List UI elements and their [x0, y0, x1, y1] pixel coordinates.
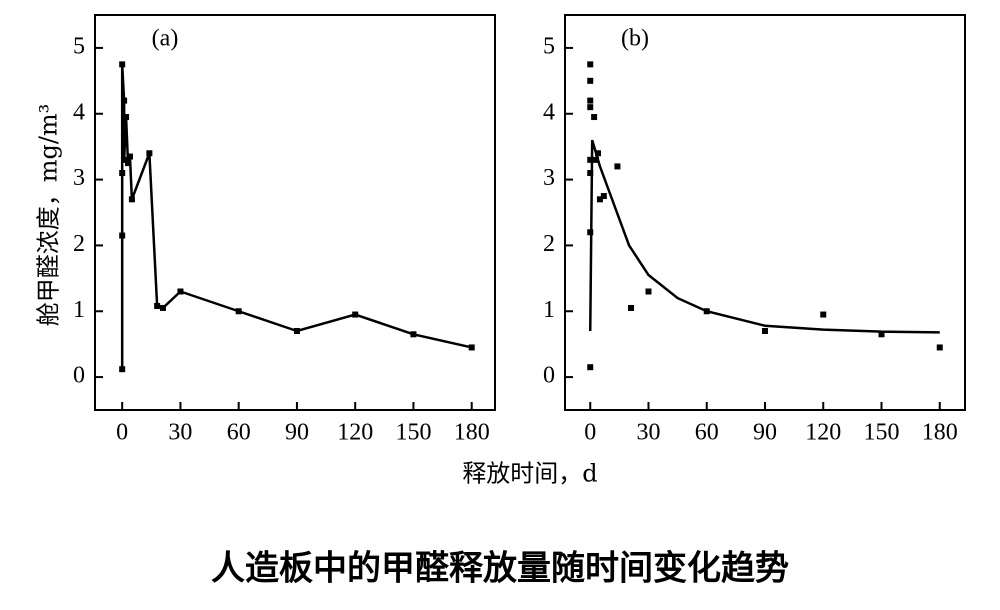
data-point [587, 156, 594, 163]
y-axis-label: 舱甲醛浓度，mg/m³ [35, 104, 63, 327]
y-tick-label: 3 [73, 165, 85, 191]
x-tick-label: 60 [695, 420, 719, 446]
data-point [121, 156, 128, 163]
data-point [126, 153, 133, 160]
y-tick-label: 4 [543, 99, 555, 125]
data-point [878, 331, 885, 338]
data-point [595, 150, 602, 157]
x-tick-label: 180 [454, 420, 490, 446]
data-point [123, 114, 130, 121]
x-tick-label: 0 [116, 420, 128, 446]
data-point [177, 288, 184, 295]
data-point [293, 328, 300, 334]
data-point [128, 196, 135, 203]
x-tick-label: 150 [864, 420, 900, 446]
data-point [587, 61, 594, 68]
data-point [125, 160, 132, 167]
data-point [119, 366, 126, 373]
data-line [120, 64, 472, 370]
y-tick-label: 3 [543, 165, 555, 191]
y-tick-label: 2 [543, 231, 555, 257]
y-tick-label: 0 [73, 363, 85, 389]
x-tick-label: 0 [584, 420, 596, 446]
data-point [159, 304, 166, 311]
y-tick-label: 4 [73, 99, 85, 125]
panel-label: (a) [152, 26, 179, 52]
data-point [820, 311, 827, 318]
data-point [614, 163, 621, 170]
data-point [587, 170, 594, 176]
data-point [587, 97, 594, 104]
y-tick-label: 5 [73, 33, 85, 59]
data-point [591, 114, 598, 121]
x-tick-label: 120 [337, 420, 373, 446]
x-axis-label: 释放时间，d [462, 460, 597, 488]
data-point [703, 308, 710, 315]
data-point [121, 97, 128, 104]
data-point [352, 311, 359, 318]
y-tick-label: 0 [543, 363, 555, 389]
data-point [596, 196, 603, 203]
x-tick-label: 90 [285, 420, 309, 446]
fit-curve [588, 139, 940, 334]
x-tick-label: 180 [922, 420, 958, 446]
plot-frame [564, 14, 966, 411]
x-tick-label: 30 [168, 420, 192, 446]
data-point [468, 344, 475, 351]
y-tick-label: 5 [543, 33, 555, 59]
data-point [587, 364, 594, 371]
data-point [235, 308, 242, 315]
data-point [593, 156, 600, 163]
x-tick-label: 90 [753, 420, 777, 446]
data-point [936, 344, 943, 351]
plot-frame [94, 14, 496, 411]
data-point [628, 304, 635, 311]
data-point [119, 232, 126, 239]
data-point [587, 104, 594, 111]
y-tick-label: 1 [73, 297, 85, 323]
data-point [410, 331, 417, 338]
data-point [645, 288, 652, 295]
data-point [119, 61, 126, 68]
y-tick-label: 2 [73, 231, 85, 257]
figure-title: 人造板中的甲醛释放量随时间变化趋势 [211, 549, 789, 589]
panel-label: (b) [621, 26, 649, 52]
x-tick-label: 120 [805, 420, 841, 446]
x-tick-label: 30 [636, 420, 660, 446]
y-tick-label: 1 [543, 297, 555, 323]
data-point [587, 229, 594, 236]
data-point [154, 302, 161, 309]
data-point [762, 328, 768, 334]
x-tick-label: 60 [227, 420, 251, 446]
x-tick-label: 150 [395, 420, 431, 446]
data-point [600, 193, 607, 200]
data-point [146, 150, 153, 157]
data-point [587, 77, 594, 84]
data-point [119, 170, 126, 176]
